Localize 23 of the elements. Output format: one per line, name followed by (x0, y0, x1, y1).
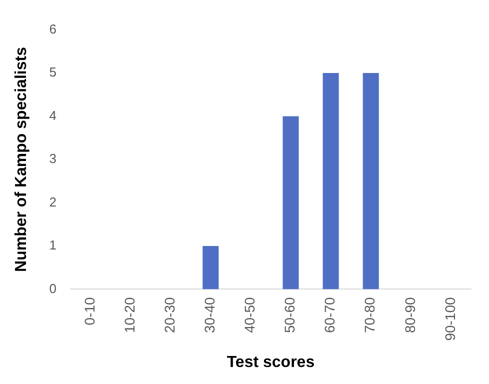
x-axis-title: Test scores (226, 354, 315, 371)
x-tick-label: 60-70 (322, 297, 338, 334)
x-tick-label: 20-30 (161, 297, 178, 334)
y-tick-label: 1 (49, 238, 56, 253)
x-tick-label: 90-100 (442, 296, 458, 341)
y-tick-label: 6 (49, 21, 56, 36)
bar (362, 73, 379, 290)
x-tick-label: 80-90 (402, 297, 418, 334)
x-tick-label: 40-50 (242, 297, 258, 334)
x-tick-label: 0-10 (81, 297, 98, 326)
y-tick-label: 2 (49, 194, 56, 210)
y-axis-title: Number of Kampo specialists (13, 46, 30, 272)
bar (202, 246, 219, 290)
y-tick-label: 4 (49, 108, 56, 123)
y-tick-label: 3 (49, 151, 56, 166)
x-tick-label: 70-80 (362, 297, 378, 334)
x-tick-label: 30-40 (201, 297, 218, 334)
y-tick-label: 5 (49, 64, 56, 80)
x-tick-label: 50-60 (282, 297, 298, 334)
bar (282, 116, 299, 290)
y-tick-label: 0 (49, 280, 56, 296)
bar (322, 73, 339, 290)
x-tick-label: 10-20 (121, 297, 138, 334)
